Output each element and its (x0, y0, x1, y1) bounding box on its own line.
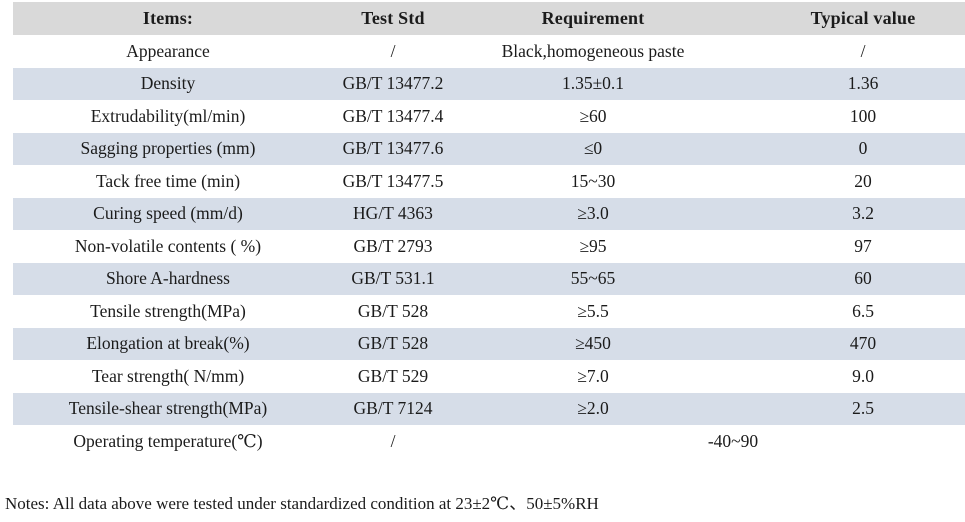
cell-requirement: ≥2.0 (577, 398, 609, 419)
cell-item: Appearance (126, 40, 210, 61)
cell-item: Sagging properties (mm) (80, 138, 256, 159)
table-row: Appearance / Black,homogeneous paste / (13, 35, 965, 68)
cell-requirement: ≥3.0 (577, 203, 609, 224)
cell-typical-value: 1.36 (847, 73, 879, 94)
cell-test-std: GB/T 13477.5 (342, 170, 444, 191)
cell-test-std: GB/T 529 (357, 365, 429, 386)
cell-item: Tack free time (min) (95, 170, 241, 191)
cell-test-std: GB/T 528 (357, 333, 429, 354)
cell-test-std: GB/T 13477.6 (342, 138, 444, 159)
cell-requirement: 15~30 (570, 170, 616, 191)
table-row: Operating temperature(℃) / -40~90 (13, 425, 965, 458)
cell-typical-value: 97 (854, 235, 872, 256)
cell-item: Extrudability(ml/min) (90, 105, 246, 126)
table-row: Elongation at break(%) GB/T 528 ≥450 470 (13, 327, 965, 360)
header-requirement: Requirement (463, 2, 723, 35)
cell-item: Density (140, 73, 196, 94)
cell-requirement: ≥450 (575, 333, 611, 354)
table-row: Tear strength( N/mm) GB/T 529 ≥7.0 9.0 (13, 360, 965, 393)
cell-test-std: / (390, 430, 396, 451)
cell-typical-value: 2.5 (852, 398, 874, 419)
table-row: Density GB/T 13477.2 1.35±0.1 1.36 (13, 67, 965, 100)
cell-requirement: ≤0 (583, 138, 603, 159)
cell-requirement: Black,homogeneous paste (501, 40, 685, 61)
cell-test-std: GB/T 531.1 (351, 268, 435, 289)
header-row: Items: Test Std Requirement Typical valu… (13, 2, 965, 35)
table-row: Non-volatile contents ( %) GB/T 2793 ≥95 97 (13, 230, 965, 263)
cell-test-std: GB/T 13477.4 (342, 105, 444, 126)
table-row: Sagging properties (mm) GB/T 13477.6 ≤0 0 (13, 132, 965, 165)
table-row: Tensile strength(MPa) GB/T 528 ≥5.5 6.5 (13, 295, 965, 328)
cell-requirement: 55~65 (570, 268, 616, 289)
cell-test-std: GB/T 13477.2 (342, 73, 444, 94)
cell-test-std: GB/T 7124 (353, 398, 433, 419)
table-row: Extrudability(ml/min) GB/T 13477.4 ≥60 100 (13, 100, 965, 133)
cell-typical-value: 100 (849, 105, 877, 126)
cell-requirement: ≥5.5 (577, 300, 609, 321)
cell-typical-value: / (860, 40, 866, 61)
cell-typical-value: 470 (849, 333, 877, 354)
header-typical-value: Typical value (723, 2, 965, 35)
cell-requirement: ≥60 (579, 105, 607, 126)
cell-item: Elongation at break(%) (86, 333, 250, 354)
cell-test-std: GB/T 2793 (353, 235, 433, 256)
header-test-std: Test Std (323, 2, 463, 35)
cell-item: Tensile strength(MPa) (90, 300, 246, 321)
cell-test-std: HG/T 4363 (353, 203, 433, 224)
cell-item: Non-volatile contents ( %) (74, 235, 262, 256)
cell-item: Tear strength( N/mm) (91, 365, 245, 386)
table-row: Tensile-shear strength(MPa) GB/T 7124 ≥2.0… (13, 392, 965, 425)
cell-typical-value: 9.0 (852, 365, 874, 386)
cell-typical-value: 3.2 (852, 203, 874, 224)
notes-text: Notes: All data above were tested under … (5, 494, 599, 513)
cell-requirement: ≥95 (579, 235, 607, 256)
cell-typical-value: 6.5 (852, 300, 874, 321)
header-items: Items: (13, 2, 323, 35)
cell-typical-value: 0 (858, 138, 868, 159)
cell-typical-value: 20 (854, 170, 872, 191)
cell-requirement: -40~90 (707, 430, 759, 451)
cell-requirement: 1.35±0.1 (561, 73, 625, 94)
cell-requirement: ≥7.0 (577, 365, 609, 386)
cell-typical-value: 60 (854, 268, 872, 289)
cell-item: Tensile-shear strength(MPa) (68, 398, 268, 419)
cell-item: Shore A-hardness (106, 268, 230, 289)
spec-table-body: Appearance / Black,homogeneous paste / Densi… (13, 35, 965, 458)
table-row: Curing speed (mm/d) HG/T 4363 ≥3.0 3.2 (13, 197, 965, 230)
cell-test-std: GB/T 528 (357, 300, 429, 321)
cell-item: Curing speed (mm/d) (93, 203, 243, 224)
cell-test-std: / (390, 40, 396, 61)
table-row: Shore A-hardness GB/T 531.1 55~65 60 (13, 262, 965, 295)
cell-item: Operating temperature(℃) (73, 430, 263, 451)
table-row: Tack free time (min) GB/T 13477.5 15~30 20 (13, 165, 965, 198)
spec-table: Items: Test Std Requirement Typical valu… (13, 2, 965, 458)
